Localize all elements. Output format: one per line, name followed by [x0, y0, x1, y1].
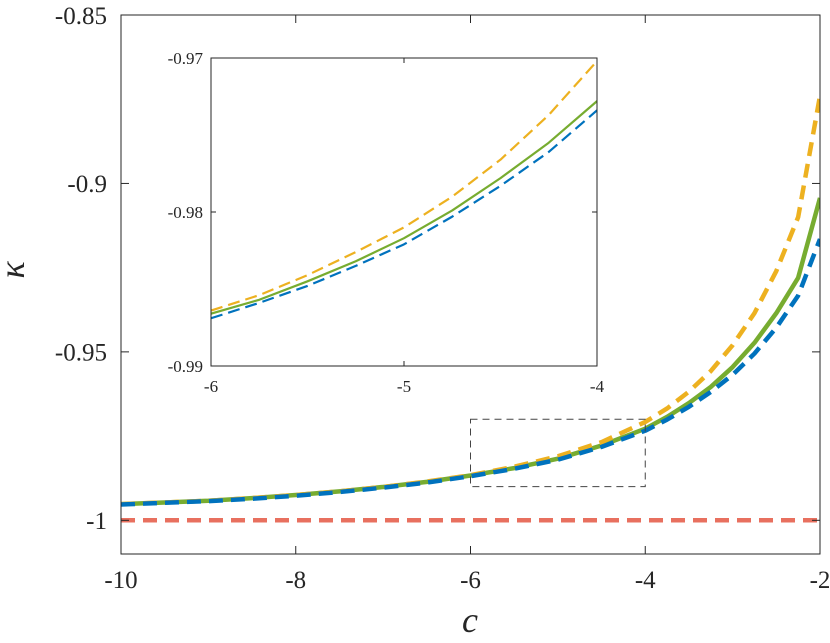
main-x-tick-label: -4: [635, 567, 656, 594]
main-x-tick-label: -6: [460, 567, 481, 594]
main-x-tick-label: -10: [104, 567, 137, 594]
inset-x-tick-label: -4: [590, 377, 605, 396]
main-x-tick-label: -2: [810, 567, 830, 594]
inset-y-tick-label: -0.98: [168, 203, 203, 222]
inset-plot-area: [211, 58, 597, 366]
inset-series-0-line: [211, 100, 597, 315]
inset-series-group: [211, 60, 597, 320]
inset-x-tick-label: -5: [397, 377, 411, 396]
main-series-2-line: [121, 238, 820, 507]
main-x-tick-label: -8: [285, 567, 306, 594]
main-y-tick-label: -1: [86, 508, 107, 535]
y-axis-label: κ: [0, 261, 32, 279]
main-y-tick-label: -0.9: [67, 171, 107, 198]
inset-y-tick-label: -0.99: [168, 357, 203, 376]
inset-y-tick-label: -0.97: [168, 49, 204, 68]
x-axis-label: c: [462, 600, 478, 640]
main-y-tick-label: -0.95: [55, 340, 107, 367]
inset-plot: -6 -5 -4 -0.99 -0.98 -0.97: [168, 49, 605, 396]
inset-x-tick-label: -6: [204, 377, 218, 396]
main-series-group: [121, 95, 820, 523]
zoom-region-box: [470, 418, 646, 488]
main-y-tick-label: -0.85: [55, 3, 107, 30]
inset-series-2-line: [211, 109, 597, 320]
